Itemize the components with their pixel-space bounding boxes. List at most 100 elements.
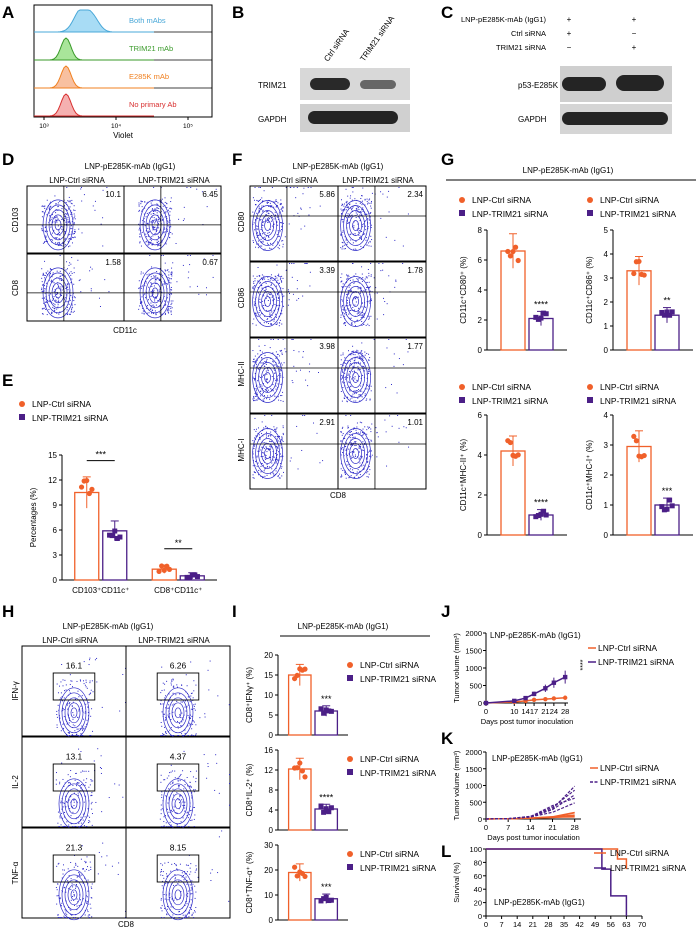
flow-event [408,446,410,448]
flow-event [49,274,51,276]
flow-event [368,455,370,457]
flow-event [89,682,91,684]
flow-event [368,318,370,320]
flow-event [42,242,44,244]
y-tick-label: 6 [53,526,58,535]
flow-event [252,286,254,288]
flow-event [258,210,260,212]
flow-event [345,305,347,307]
flow-event [344,209,346,211]
flow-event [258,234,260,236]
flow-event [70,815,72,817]
flow-event [46,299,48,301]
flow-event [184,873,186,875]
flow-event [395,279,397,281]
flow-event [272,450,274,452]
y-tick-label: 0 [478,815,482,824]
flow-event [269,316,271,318]
flow-event [254,392,256,394]
flow-event [348,310,350,312]
flow-event [49,272,51,274]
flow-event [43,285,45,287]
flow-event [353,227,355,229]
flow-event [144,221,146,223]
flow-event [270,440,272,442]
y-axis-label: CD8⁺IL-2⁺ (%) [245,763,254,816]
flow-event [254,304,256,306]
flow-event [77,259,79,261]
flow-event [46,214,48,216]
flow-event [168,279,170,281]
flow-event [382,269,384,271]
flow-event [186,903,188,905]
flow-event [72,806,74,808]
flow-event [65,213,67,215]
flow-event [280,277,282,279]
data-point [84,477,90,484]
data-point [531,691,537,697]
flow-event [78,280,80,282]
flow-event [85,868,87,870]
flow-event [352,242,354,244]
flow-event [167,269,169,271]
flow-event [386,196,388,198]
flow-event [363,469,365,471]
flow-event [168,788,170,790]
flow-event [182,826,184,827]
flow-event [386,465,388,467]
row-axis-label: CD86 [237,287,246,308]
flow-event [44,205,46,207]
y-tick-label: 0 [478,346,483,355]
flow-event [148,212,150,214]
flow-event [296,425,298,427]
flow-event [186,871,188,873]
flow-event [375,427,377,429]
flow-event [376,456,378,458]
flow-event [156,207,158,209]
data-point [321,809,327,815]
flow-event [68,875,70,877]
flow-event [259,314,261,316]
flow-event [343,322,345,324]
flow-event [168,221,170,223]
flow-event [166,222,168,224]
data-point [483,700,489,706]
flow-event [269,312,271,314]
flow-event [161,808,163,810]
flow-event [151,216,153,218]
flow-event [146,312,148,314]
flow-event [262,240,264,242]
flow-event [161,794,163,796]
flow-event [380,270,382,272]
flow-event [89,735,91,736]
flow-event [56,714,58,716]
flow-event [267,212,269,214]
flow-event [365,225,367,227]
y-tick-label: 0 [478,699,482,708]
flow-event [184,804,186,806]
flow-event [270,310,272,312]
flow-event [343,361,345,363]
flow-event [349,389,351,391]
flow-event [349,362,351,364]
flow-event [44,288,46,290]
flow-event [153,213,155,215]
flow-event [119,710,121,712]
flow-event [52,281,54,283]
legend-marker [347,851,353,857]
flow-event [369,302,371,304]
flow-event [361,320,363,322]
category-label: CD103⁺CD11c⁺ [72,586,129,595]
flow-event [271,215,273,217]
flow-event [161,880,163,882]
y-tick-label: 8 [269,786,274,795]
flow-event [73,223,75,225]
y-tick-label: 5 [604,226,609,235]
flow-event [70,202,72,204]
flow-event [360,390,362,392]
flow-event [265,370,267,372]
flow-event [189,786,191,788]
flow-event [80,822,82,824]
flow-event [255,430,257,432]
flow-event [280,350,282,352]
